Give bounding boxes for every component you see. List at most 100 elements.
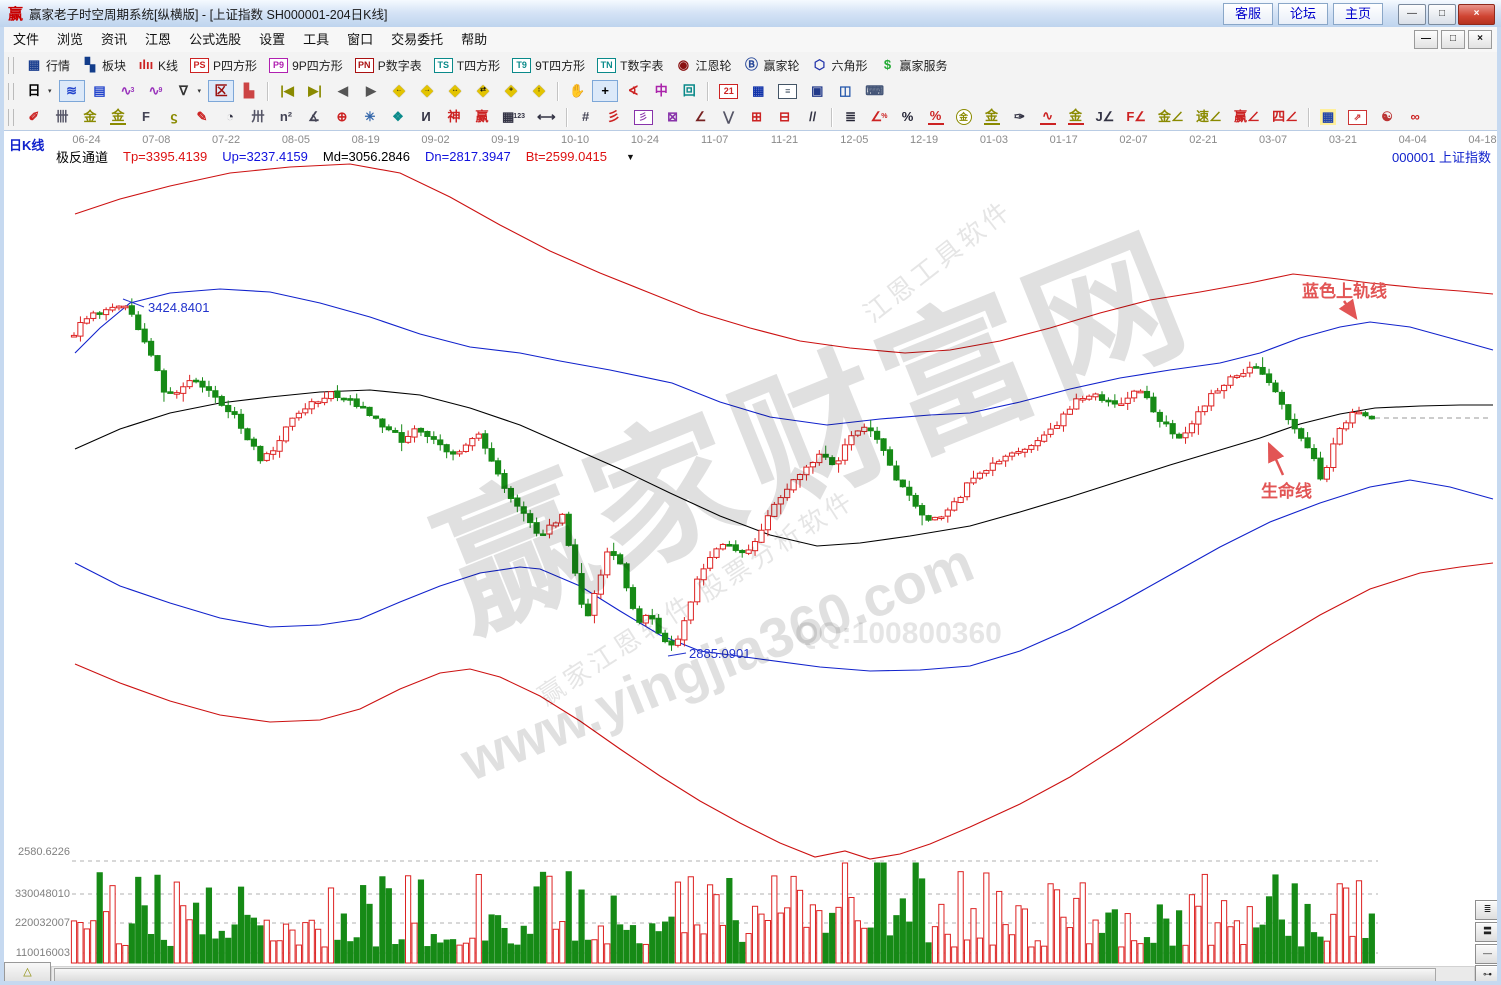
bar-spacing-narrow-button[interactable]: — [1475, 944, 1497, 964]
gann-wheel-button[interactable]: ◉ 江恩轮 [670, 54, 736, 77]
minimize-button[interactable]: — [1398, 3, 1426, 25]
homepage-button[interactable]: 主页 [1332, 3, 1383, 25]
t-number-table-button[interactable]: TN T数字表 [592, 54, 668, 77]
9t-square-button[interactable]: T9 9T四方形 [507, 54, 590, 77]
menu-trade[interactable]: 交易委托 [391, 31, 444, 47]
percent-slope-tool[interactable]: ∠% [866, 106, 893, 128]
expand-right-button[interactable]: ◆ → [414, 80, 440, 102]
p-square-button[interactable]: PS P四方形 [185, 54, 262, 77]
menu-settings[interactable]: 设置 [259, 31, 286, 47]
yinyang-tool[interactable]: ☯ [1374, 106, 1400, 128]
menu-window[interactable]: 窗口 [347, 31, 374, 47]
bar-spacing-medium-button[interactable]: 〓 [1475, 922, 1497, 942]
mdi-close-button[interactable]: × [1468, 30, 1492, 49]
crosshair-button[interactable]: + [592, 80, 619, 102]
radial-web-tool[interactable]: ✳ [357, 106, 383, 128]
hexagon-button[interactable]: ⬡ 六角形 [807, 54, 873, 77]
price-grid-tool[interactable]: ⊞ [744, 106, 770, 128]
fibonacci-f-tool[interactable]: F [133, 106, 159, 128]
gold-angle-tool[interactable]: 金∠ [1153, 106, 1189, 128]
n-square-tool[interactable]: n² [273, 106, 299, 128]
gold-level-tool[interactable]: 金 [979, 106, 1005, 128]
wave-level-tool[interactable]: ∿ [1035, 106, 1061, 128]
ying-ruler-tool[interactable]: 赢 [469, 106, 495, 128]
sectors-button[interactable]: ▚ 板块 [77, 54, 131, 77]
customer-service-button[interactable]: 客服 [1222, 3, 1273, 25]
cycle-tool-button[interactable]: ∇ ▾ [171, 80, 207, 102]
cycle-tree-button[interactable]: 中 [648, 80, 674, 102]
cross-box-tool[interactable]: ⊠ [660, 106, 686, 128]
trend-chart-tool[interactable]: ⇗ [1343, 107, 1372, 128]
gold-circle-tool[interactable]: 金 [951, 106, 977, 128]
gold-ratio-tool-1[interactable]: 金 [77, 106, 103, 128]
cycle-gauge-tool[interactable]: ◔ [217, 106, 243, 128]
jump-last-button[interactable]: ▶| [302, 80, 328, 102]
mdi-minimize-button[interactable]: — [1414, 30, 1438, 49]
period-button[interactable]: 日 ▾ [21, 80, 57, 102]
t-square-button[interactable]: TS T四方形 [429, 54, 505, 77]
tsquare-grid-tool[interactable]: # [573, 106, 599, 128]
ray-angles-tool[interactable]: ∠ [688, 106, 714, 128]
gold-ratio-tool-2[interactable]: 金 [105, 106, 131, 128]
step-back-button[interactable]: ◀ [330, 80, 356, 102]
time-grid-tool[interactable]: ⊟ [772, 106, 798, 128]
menu-news[interactable]: 资讯 [101, 31, 128, 47]
scrollbar-thumb[interactable] [54, 968, 1436, 982]
close-button[interactable]: × [1458, 3, 1495, 25]
f-angle-tool[interactable]: F∠ [1121, 106, 1151, 128]
notes-button[interactable]: ≡ [773, 81, 802, 102]
ying-angle-tool[interactable]: 赢∠ [1229, 106, 1265, 128]
tick-ruler-tool[interactable]: 卌 [49, 106, 75, 128]
angle-measure-button[interactable]: ∢ [620, 80, 646, 102]
mirror-angle-tool[interactable]: ∡ [301, 106, 327, 128]
winner-wheel-button[interactable]: Ⓑ 赢家轮 [738, 54, 804, 77]
parallel-lines-tool[interactable]: // [800, 106, 826, 128]
level-list-tool[interactable]: ≣ [838, 106, 864, 128]
horizontal-scrollbar[interactable] [51, 966, 1475, 982]
menu-gann[interactable]: 江恩 [145, 31, 172, 47]
gann-fan-tool[interactable]: 彡 [601, 106, 627, 128]
percent-level-tool[interactable]: % [923, 106, 949, 128]
range-arrows-tool[interactable]: ⟷ [532, 106, 561, 128]
info-panel-button[interactable]: ▤ [87, 80, 113, 102]
ink-brush-tool[interactable]: ✑ [1007, 106, 1033, 128]
ruler-123-tool[interactable]: ▦ 123 [497, 106, 530, 128]
compress-both-button[interactable]: ◆ + [498, 80, 524, 102]
fan-box-tool[interactable]: 彡 [629, 107, 658, 128]
n-mark-tool[interactable]: И [413, 106, 439, 128]
grid-highlight-tool[interactable]: ▦ [1315, 106, 1341, 128]
indicator-dropdown-icon[interactable]: ▼ [626, 151, 635, 162]
quotes-button[interactable]: ▦ 行情 [21, 54, 75, 77]
infinity-tool[interactable]: ∞ [1402, 106, 1428, 128]
kline-button[interactable]: ılıı K线 [133, 54, 183, 77]
chart-canvas[interactable]: 3424.8401 2885.0901 [4, 131, 1497, 982]
v-guide-tool[interactable]: ⋁ [716, 106, 742, 128]
web-box-tool[interactable]: ❖ [385, 106, 411, 128]
knife-pen-tool[interactable]: ✐ [21, 106, 47, 128]
speed-angle-tool[interactable]: 速∠ [1191, 106, 1227, 128]
remote-pc-button[interactable]: ⌨ [860, 80, 889, 102]
menu-browse[interactable]: 浏览 [57, 31, 84, 47]
jump-first-button[interactable]: |◀ [274, 80, 300, 102]
wave9-button[interactable]: ∿ 9 [143, 80, 169, 102]
target-compass-tool[interactable]: ⊕ [329, 106, 355, 128]
data-sync-button[interactable]: ◫ [832, 80, 858, 102]
save-button[interactable]: ▣ [804, 80, 830, 102]
indicator-switch-button[interactable]: △ [4, 962, 51, 982]
channel-overlay-button[interactable]: ≋ [58, 80, 85, 102]
9p-square-button[interactable]: P9 9P四方形 [264, 54, 348, 77]
profile-histogram-button[interactable]: ▙ [236, 80, 262, 102]
forum-button[interactable]: 论坛 [1277, 3, 1328, 25]
bar-spacing-wide-button[interactable]: ≣ [1475, 900, 1497, 920]
calendar-button[interactable]: 21 [714, 81, 743, 102]
expand-both-button[interactable]: ◆ ↔ [442, 80, 468, 102]
p-number-table-button[interactable]: PN P数字表 [350, 54, 427, 77]
shen-ruler-tool[interactable]: 神 [441, 106, 467, 128]
menu-file[interactable]: 文件 [13, 31, 40, 47]
reset-view-button[interactable]: ◆ ↕ [526, 80, 552, 102]
gold-wave-tool[interactable]: 金 [1063, 106, 1089, 128]
si-angle-tool[interactable]: 四∠ [1267, 106, 1303, 128]
region-toggle-button[interactable]: 区 [208, 80, 235, 102]
expand-left-button[interactable]: ◆ ← [386, 80, 412, 102]
spiral-tool[interactable]: ϛ [161, 106, 187, 128]
